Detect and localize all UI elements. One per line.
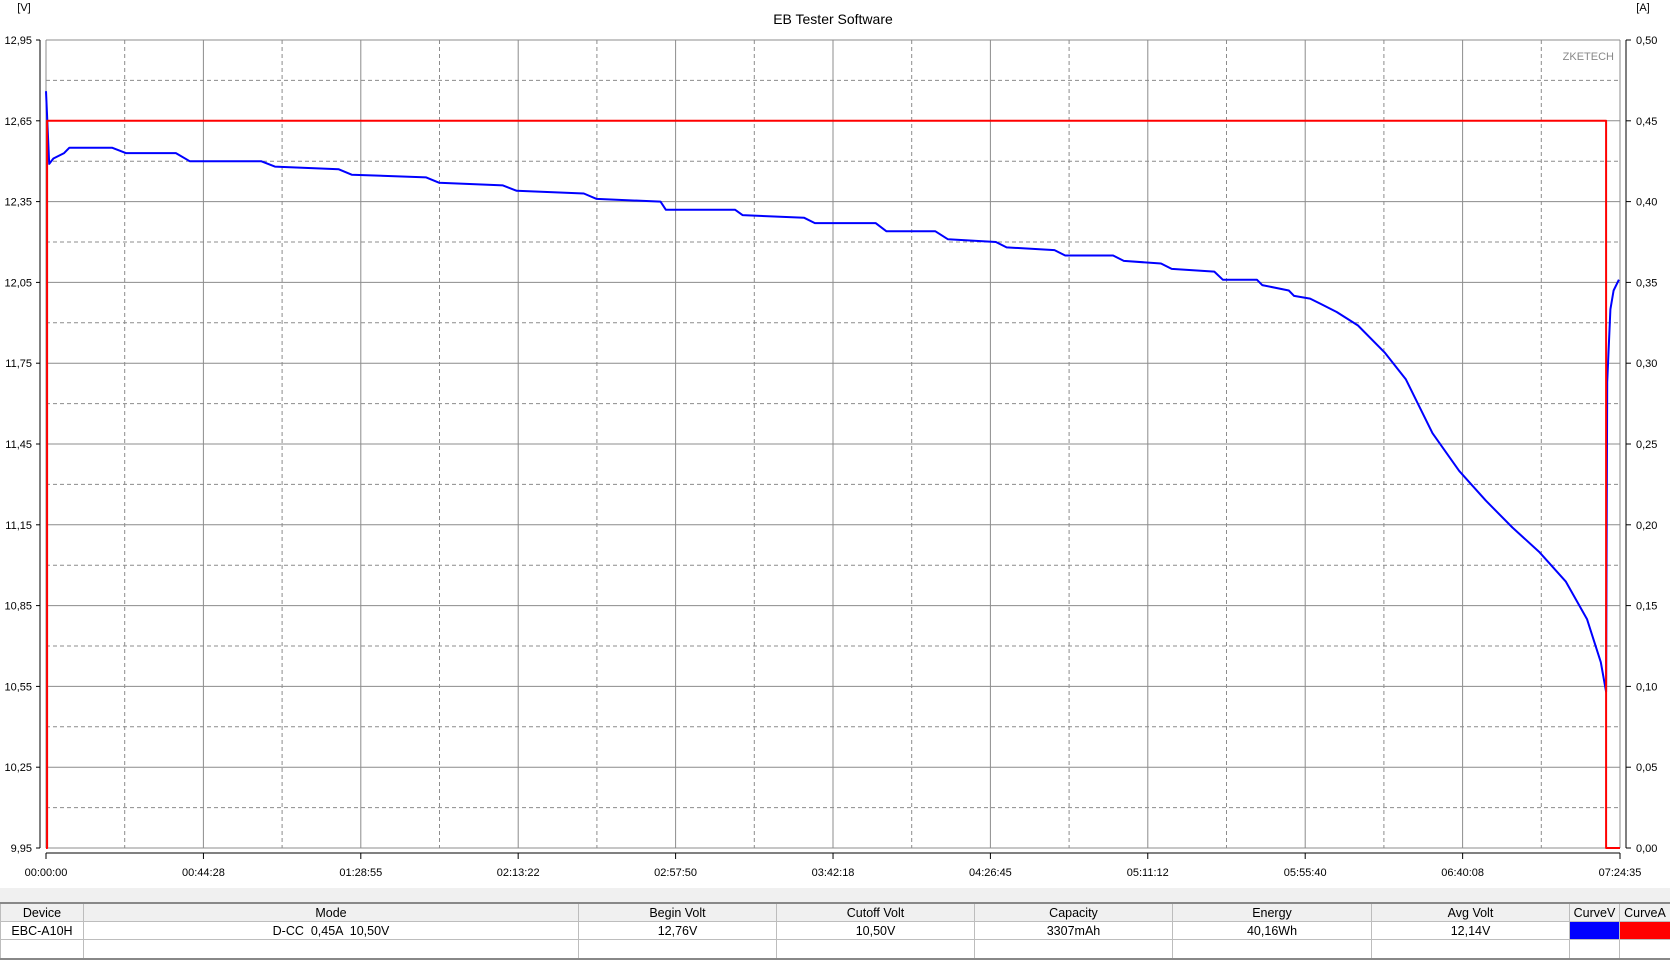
- y-right-tick-label: 0,40: [1636, 197, 1657, 209]
- chart-title: EB Tester Software: [773, 11, 893, 27]
- header-mode: Mode: [83, 902, 579, 922]
- y-right-tick-label: 0,05: [1636, 762, 1657, 774]
- y-left-tick-label: 11,15: [5, 520, 32, 532]
- y-left-tick-label: 10,85: [4, 601, 32, 613]
- grid: [45, 39, 1621, 849]
- table-row[interactable]: EBC-A10H D-CC 0,45A 10,50V 12,76V 10,50V…: [0, 921, 1670, 940]
- cell-device: EBC-A10H: [0, 921, 84, 940]
- left-axis-unit: [V]: [17, 2, 30, 14]
- y-right-tick-label: 0,10: [1636, 681, 1657, 693]
- curve-v-color-swatch[interactable]: [1569, 921, 1620, 940]
- separator-band: [0, 888, 1670, 902]
- empty-cell: [974, 939, 1173, 960]
- empty-cell: [776, 939, 975, 960]
- y-right-tick-label: 0,35: [1636, 277, 1657, 289]
- empty-cell: [1371, 939, 1570, 960]
- x-tick-label: 07:24:35: [1599, 867, 1642, 879]
- x-tick-label: 00:44:28: [182, 867, 225, 879]
- x-tick-label: 03:42:18: [812, 867, 855, 879]
- x-tick-label: 02:57:50: [654, 867, 697, 879]
- x-tick-label: 05:55:40: [1284, 867, 1327, 879]
- series-line-curvea: [46, 119, 1620, 849]
- x-tick-label: 00:00:00: [25, 867, 68, 879]
- x-tick-label: 06:40:08: [1441, 867, 1484, 879]
- y-left-tick-label: 12,95: [4, 35, 32, 47]
- y-right-tick-label: 0,20: [1636, 520, 1657, 532]
- header-energy: Energy: [1172, 902, 1372, 922]
- y-left-tick-label: 12,05: [4, 277, 32, 289]
- curve-a-color-swatch[interactable]: [1619, 921, 1670, 940]
- header-avg-volt: Avg Volt: [1371, 902, 1570, 922]
- watermark: ZKETECH: [1563, 51, 1614, 63]
- right-axis-unit: [A]: [1636, 2, 1649, 14]
- empty-cell: [0, 939, 84, 960]
- y-right-tick-label: 0,15: [1636, 601, 1657, 613]
- cell-avg-volt: 12,14V: [1371, 921, 1570, 940]
- cell-mode: D-CC 0,45A 10,50V: [83, 921, 579, 940]
- discharge-chart: EB Tester Software [V] [A] 12,9512,6512,…: [4, 2, 1657, 879]
- summary-table: Device Mode Begin Volt Cutoff Volt Capac…: [0, 902, 1670, 960]
- y-right-tick-label: 0,00: [1636, 843, 1657, 855]
- y-left-tick-label: 11,45: [5, 439, 32, 451]
- y-left-tick-label: 12,35: [4, 197, 32, 209]
- empty-cell: [83, 939, 579, 960]
- header-curve-v: CurveV: [1569, 902, 1620, 922]
- header-curve-a: CurveA: [1619, 902, 1670, 922]
- series-line-curvev: [45, 91, 1620, 693]
- series-layer: [45, 91, 1620, 849]
- y-left-tick-label: 12,65: [4, 116, 32, 128]
- empty-cell: [1619, 939, 1670, 960]
- y-right-tick-label: 0,25: [1636, 439, 1657, 451]
- x-tick-label: 01:28:55: [339, 867, 382, 879]
- cell-begin-volt: 12,76V: [578, 921, 777, 940]
- header-device: Device: [0, 902, 84, 922]
- empty-cell: [1569, 939, 1620, 960]
- cell-cutoff-volt: 10,50V: [776, 921, 975, 940]
- y-right-tick-label: 0,45: [1636, 116, 1657, 128]
- header-begin-volt: Begin Volt: [578, 902, 777, 922]
- table-header-row: Device Mode Begin Volt Cutoff Volt Capac…: [0, 902, 1670, 922]
- empty-cell: [1172, 939, 1372, 960]
- header-capacity: Capacity: [974, 902, 1173, 922]
- y-right-tick-label: 0,50: [1636, 35, 1657, 47]
- table-row-empty: [0, 939, 1670, 960]
- y-left-tick-label: 11,75: [5, 358, 32, 370]
- y-left-tick-label: 10,55: [4, 681, 32, 693]
- x-tick-label: 02:13:22: [497, 867, 540, 879]
- header-cutoff-volt: Cutoff Volt: [776, 902, 975, 922]
- x-tick-label: 04:26:45: [969, 867, 1012, 879]
- empty-cell: [578, 939, 777, 960]
- cell-capacity: 3307mAh: [974, 921, 1173, 940]
- y-right-tick-label: 0,30: [1636, 358, 1657, 370]
- cell-energy: 40,16Wh: [1172, 921, 1372, 940]
- axes: 12,95 12,65 12,35 12,05 11,75 11,45 11,15 10,85…: [4, 35, 1657, 879]
- x-tick-label: 05:11:12: [1127, 867, 1169, 879]
- y-left-tick-label: 9,95: [11, 843, 32, 855]
- y-left-tick-label: 10,25: [4, 762, 32, 774]
